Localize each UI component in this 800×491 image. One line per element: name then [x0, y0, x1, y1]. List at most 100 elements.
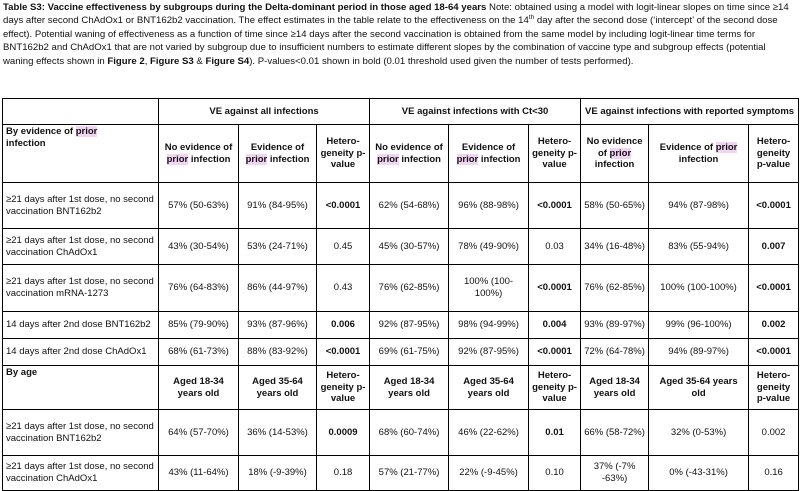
p-value-cell: 0.002: [748, 311, 800, 339]
caption-title: Table S3: Vaccine effectiveness by subgr…: [3, 2, 487, 13]
ve-cell: 88% (83-92%): [238, 338, 317, 366]
ve-cell: 76% (62-85%): [369, 264, 450, 312]
caption-text-1: Note: obtained using a model with logit-…: [3, 2, 789, 27]
p-value-cell: <0.0001: [748, 182, 800, 229]
row-label: 14 days after 2nd dose ChAdOx1: [2, 338, 159, 366]
ve-cell: 92% (87-95%): [369, 311, 450, 339]
row-label: ≥21 days after 1st dose, no second vacci…: [2, 228, 159, 265]
col-heterogeneity: Hetero-geneity p-value: [315, 124, 371, 183]
ve-cell: 57% (50-63%): [158, 182, 239, 229]
p-value-cell: 0.43: [315, 264, 371, 312]
ve-cell: 98% (94-99%): [448, 311, 530, 339]
ve-cell: 78% (49-90%): [448, 228, 530, 265]
p-value-cell: 0.007: [748, 228, 800, 265]
ve-cell: 93% (89-97%): [580, 311, 650, 339]
ve-cell: 57% (21-77%): [369, 455, 450, 491]
row-label: 14 days after 2nd dose BNT162b2: [2, 311, 159, 339]
table-row: ≥21 days after 1st dose, no second vacci…: [2, 228, 800, 265]
table-row: ≥21 days after 1st dose, no second vacci…: [2, 182, 800, 229]
col-no-evidence: No evidence of prior infection: [158, 124, 239, 183]
age-row-label: By age: [2, 365, 159, 410]
ve-cell: 22% (-9-45%): [448, 455, 530, 491]
row-label: ≥21 days after 1st dose, no second vacci…: [2, 455, 159, 491]
ve-cell: 76% (64-83%): [158, 264, 239, 312]
figure-2-ref: Figure 2: [107, 55, 145, 67]
group-all-infections: VE against all infections: [157, 98, 371, 125]
ve-cell: 68% (61-73%): [158, 338, 239, 366]
row-label: ≥21 days after 1st dose, no second vacci…: [2, 409, 159, 456]
ve-cell: 43% (11-64%): [158, 455, 239, 491]
group-symptoms: VE against infections with reported symp…: [580, 98, 800, 125]
col-heterogeneity: Hetero-geneity p-value: [528, 124, 582, 183]
ve-cell: 86% (44-97%): [238, 264, 317, 312]
prior-header-row: By evidence of prior infection No eviden…: [2, 124, 800, 183]
col-aged-35-64: Aged 35-64 years old: [648, 365, 750, 410]
p-value-cell: <0.0001: [748, 338, 800, 366]
caption-sup: th: [528, 14, 535, 22]
p-value-cell: 0.03: [528, 228, 582, 265]
p-value-cell: 0.18: [315, 455, 371, 491]
ve-cell: 91% (84-95%): [238, 182, 317, 229]
ve-cell: 96% (88-98%): [448, 182, 530, 229]
table-row: ≥21 days after 1st dose, no second vacci…: [2, 455, 800, 491]
ve-cell: 36% (14-53%): [238, 409, 317, 456]
ve-cell: 46% (22-62%): [448, 409, 530, 456]
prior-rows: ≥21 days after 1st dose, no second vacci…: [2, 182, 800, 366]
col-aged-18-34: Aged 18-34 years old: [580, 365, 650, 410]
ve-cell: 62% (54-68%): [369, 182, 450, 229]
p-value-cell: 0.16: [748, 455, 800, 491]
col-heterogeneity: Hetero-geneity p-value: [748, 124, 800, 183]
ve-cell: 93% (87-96%): [238, 311, 317, 339]
p-value-cell: <0.0001: [315, 338, 371, 366]
table-row: 14 days after 2nd dose ChAdOx1 68% (61-73…: [2, 338, 800, 366]
caption-sep-2: &: [193, 55, 206, 67]
age-header-row: By age Aged 18-34 years old Aged 35-64 y…: [2, 365, 800, 410]
ve-cell: 69% (61-75%): [369, 338, 450, 366]
col-evidence: Evidence of prior infection: [648, 124, 750, 183]
ve-cell: 94% (89-97%): [648, 338, 750, 366]
p-value-cell: <0.0001: [528, 264, 582, 312]
ve-cell: 37% (-7% -63%): [580, 455, 650, 491]
col-aged-35-64: Aged 35-64 years old: [238, 365, 317, 410]
p-value-cell: 0.0009: [315, 409, 371, 456]
col-aged-18-34: Aged 18-34 years old: [369, 365, 450, 410]
table-row: ≥21 days after 1st dose, no second vacci…: [2, 409, 800, 456]
p-value-cell: 0.45: [315, 228, 371, 265]
ve-cell: 0% (-43-31%): [648, 455, 750, 491]
p-value-cell: 0.10: [528, 455, 582, 491]
ve-cell: 94% (87-98%): [648, 182, 750, 229]
p-value-cell: 0.002: [748, 409, 800, 456]
ve-cell: 53% (24-71%): [238, 228, 317, 265]
ve-cell: 72% (64-78%): [580, 338, 650, 366]
row-label: ≥21 days after 1st dose, no second vacci…: [2, 264, 159, 312]
table-row: 14 days after 2nd dose BNT162b2 85% (79-9…: [2, 311, 800, 339]
table-caption: Table S3: Vaccine effectiveness by subgr…: [3, 1, 797, 68]
group-header-blank: [2, 98, 159, 125]
ve-cell: 100% (100-100%): [448, 264, 530, 312]
ve-cell: 66% (58-72%): [580, 409, 650, 456]
caption-text-2: day after the second dose (‘intercept’ o…: [3, 15, 778, 67]
ve-cell: 83% (55-94%): [648, 228, 750, 265]
prior-row-label: By evidence of prior infection: [2, 124, 159, 183]
col-aged-18-34: Aged 18-34 years old: [158, 365, 239, 410]
group-ct30: VE against infections with Ct<30: [369, 98, 582, 125]
ve-cell: 85% (79-90%): [158, 311, 239, 339]
col-aged-35-64: Aged 35-64 years old: [448, 365, 530, 410]
p-value-cell: 0.01: [528, 409, 582, 456]
ve-cell: 58% (50-65%): [580, 182, 650, 229]
ve-cell: 100% (100-100%): [648, 264, 750, 312]
ve-cell: 45% (30-57%): [369, 228, 450, 265]
col-no-evidence: No evidence of prior infection: [580, 124, 650, 183]
ve-cell: 92% (87-95%): [448, 338, 530, 366]
table-row: ≥21 days after 1st dose, no second vacci…: [2, 264, 800, 312]
col-heterogeneity: Hetero-geneity p-value: [528, 365, 582, 410]
ve-table: VE against all infections VE against inf…: [2, 98, 800, 491]
figure-s3-ref: Figure S3: [150, 55, 194, 67]
caption-sep-1: ,: [144, 55, 151, 67]
ve-cell: 99% (96-100%): [648, 311, 750, 339]
caption-text-3: ). P-values<0.01 shown in bold (0.01 thr…: [249, 55, 634, 67]
p-value-cell: <0.0001: [748, 264, 800, 312]
p-value-cell: <0.0001: [528, 182, 582, 229]
ve-cell: 34% (16-48%): [580, 228, 650, 265]
row-label: ≥21 days after 1st dose, no second vacci…: [2, 182, 159, 229]
